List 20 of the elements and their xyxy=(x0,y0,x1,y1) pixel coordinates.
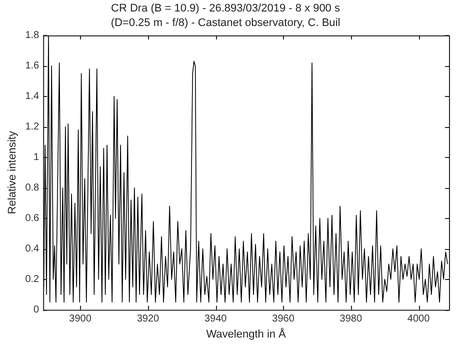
x-tick-label: 3960 xyxy=(272,314,295,325)
x-tick-label: 4000 xyxy=(407,314,430,325)
y-tick-label: 1 xyxy=(34,152,40,164)
y-tick-label: 0 xyxy=(34,304,40,316)
y-axis-title: Relative intensity xyxy=(6,130,19,214)
y-tick-label: 0.6 xyxy=(25,213,40,224)
y-tick-label: 1.6 xyxy=(25,60,40,72)
y-tick-label: 0.2 xyxy=(25,274,40,286)
y-tick-label: 0.8 xyxy=(25,182,40,194)
x-axis-title: Wavelength in Å xyxy=(206,327,287,340)
chart-subtitle: (D=0.25 m - f/8) - Castanet observatory, C. Buil xyxy=(110,16,340,29)
x-tick-label: 3980 xyxy=(340,314,362,325)
chart-title: CR Dra (B = 10.9) - 26.893/03/2019 - 8 x 900 s xyxy=(111,2,340,15)
y-tick-label: 0.4 xyxy=(25,244,40,255)
x-tick-label: 3900 xyxy=(69,314,92,325)
x-tick-label: 3940 xyxy=(204,314,228,325)
y-tick-label: 1.8 xyxy=(25,30,40,42)
y-tick-label: 1.2 xyxy=(25,122,40,133)
y-tick-label: 1.4 xyxy=(25,91,40,102)
x-tick-label: 3920 xyxy=(136,314,160,325)
